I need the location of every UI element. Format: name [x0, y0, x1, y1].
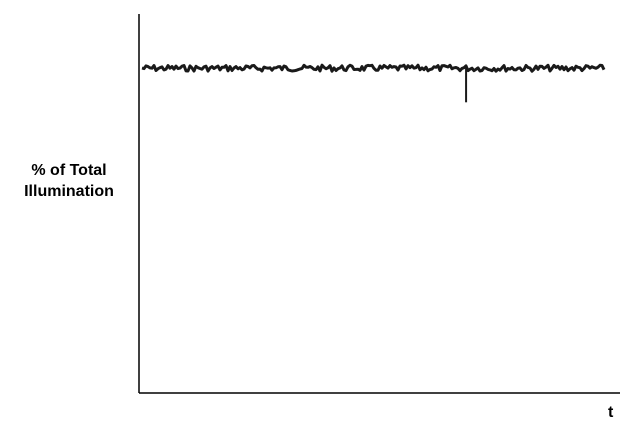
- series-line: [141, 63, 606, 73]
- y-axis-label: % of Total Illumination: [4, 160, 134, 202]
- x-axis-label: t: [608, 404, 614, 421]
- y-axis-label-line1: % of Total: [31, 162, 107, 179]
- y-axis-label-line2: Illumination: [24, 183, 114, 200]
